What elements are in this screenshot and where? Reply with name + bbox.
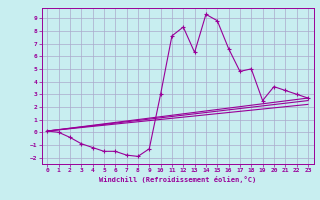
X-axis label: Windchill (Refroidissement éolien,°C): Windchill (Refroidissement éolien,°C) xyxy=(99,176,256,183)
